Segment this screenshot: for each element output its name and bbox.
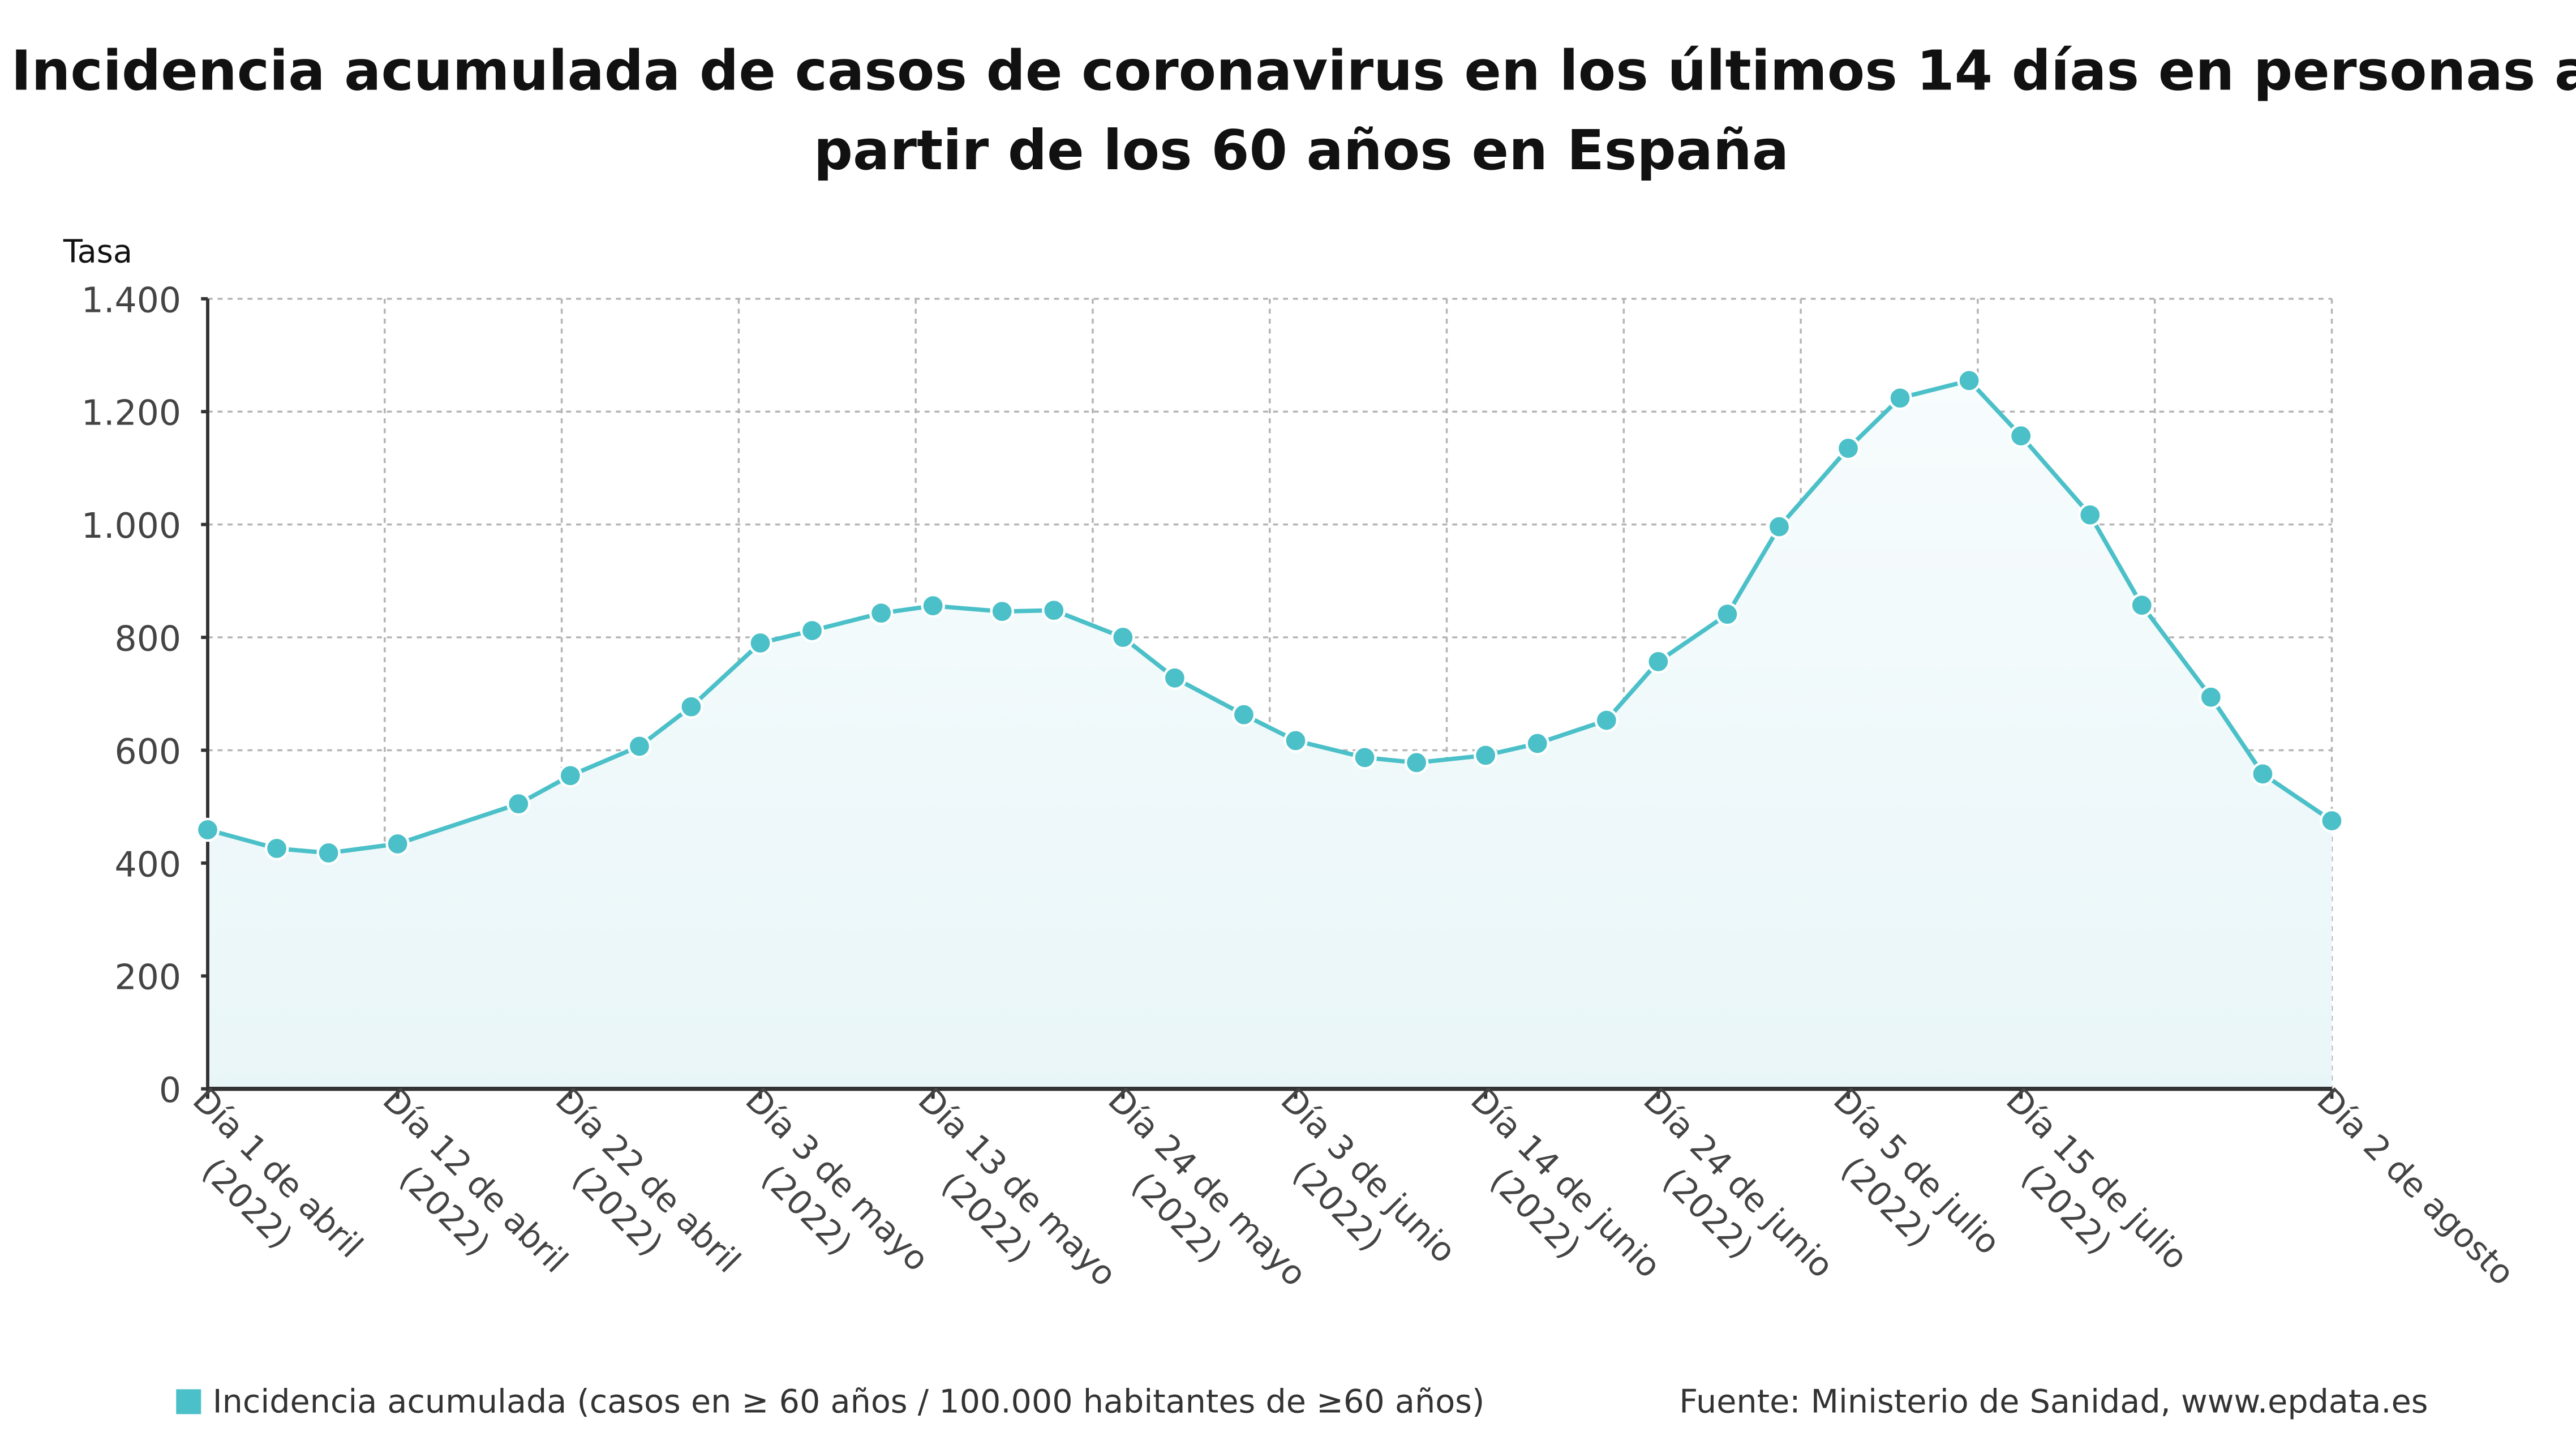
- data-point: [2199, 685, 2223, 709]
- y-axis-label: Tasa: [63, 233, 132, 270]
- data-point: [1473, 743, 1498, 768]
- legend-swatch: [176, 1389, 201, 1414]
- y-tick-label: 600: [115, 731, 182, 772]
- source-text[interactable]: Fuente: Ministerio de Sanidad, www.epdat…: [1679, 1383, 2428, 1420]
- x-tick-label: Día 22 de abril(2022): [548, 1081, 748, 1280]
- series-area: [207, 380, 2332, 1089]
- data-point: [921, 593, 945, 618]
- data-point: [990, 599, 1015, 624]
- x-tick-label: Día 12 de abril(2022): [375, 1081, 575, 1280]
- data-point: [627, 734, 652, 758]
- chart-title-line-1: Incidencia acumulada de casos de coronav…: [11, 38, 2576, 102]
- y-tick-labels: 0 200 400 600 800 1.000 1.200 1.400: [81, 280, 181, 1111]
- data-point: [1715, 602, 1740, 627]
- y-tick-label: 1.400: [81, 280, 181, 320]
- data-point: [2008, 423, 2033, 448]
- x-tick-label: Día 14 de junio(2022): [1463, 1081, 1668, 1285]
- data-point: [2130, 593, 2154, 618]
- data-point: [1646, 649, 1671, 674]
- x-tick-label: Día 1 de abril(2022): [186, 1081, 370, 1265]
- data-point: [1836, 436, 1861, 461]
- data-point: [2251, 762, 2275, 786]
- data-point: [2320, 808, 2344, 833]
- y-tick-label: 0: [159, 1070, 181, 1111]
- data-point: [316, 841, 341, 865]
- y-tick-label: 1.200: [81, 393, 181, 434]
- data-point: [195, 817, 220, 842]
- data-point: [2078, 503, 2102, 527]
- y-tick-label: 1.000: [81, 505, 181, 546]
- data-point: [1767, 515, 1792, 539]
- data-point: [264, 836, 289, 861]
- x-tick-label: Día 2 de agosto: [2309, 1081, 2522, 1293]
- legend[interactable]: Incidencia acumulada (casos en ≥ 60 años…: [176, 1383, 1484, 1420]
- data-point: [1283, 728, 1308, 753]
- data-point: [385, 831, 410, 856]
- x-tick-label: Día 24 de mayo(2022): [1101, 1081, 1314, 1294]
- data-point: [1231, 702, 1256, 727]
- data-point: [1353, 745, 1377, 770]
- data-point: [1111, 625, 1135, 650]
- data-point: [1525, 731, 1550, 756]
- series-points: [195, 368, 2344, 865]
- y-tick-label: 200: [115, 957, 182, 998]
- data-point: [1042, 598, 1066, 623]
- data-point: [1888, 386, 1912, 410]
- axes: [201, 297, 2334, 1099]
- data-point: [558, 764, 583, 788]
- data-point: [800, 618, 825, 643]
- x-tick-label-line: Día 2 de agosto: [2309, 1081, 2522, 1293]
- data-point: [679, 695, 703, 719]
- x-tick-label: Día 15 de julio(2022): [1999, 1081, 2195, 1277]
- data-point: [1404, 751, 1429, 775]
- data-point: [1594, 708, 1619, 732]
- data-point: [869, 601, 894, 625]
- y-tick-label: 800: [115, 619, 182, 659]
- y-tick-label: 400: [115, 844, 182, 885]
- data-point: [506, 791, 531, 816]
- chart-title-line-2: partir de los 60 años en España: [814, 118, 1789, 182]
- legend-label: Incidencia acumulada (casos en ≥ 60 años…: [213, 1383, 1485, 1420]
- data-point: [1162, 666, 1187, 691]
- data-point: [1957, 368, 1981, 393]
- data-point: [748, 631, 772, 655]
- x-tick-label: Día 13 de mayo(2022): [911, 1081, 1124, 1294]
- x-tick-label: Día 3 de mayo(2022): [738, 1081, 936, 1279]
- x-tick-labels: Día 1 de abril(2022) Día 12 de abril(2022…: [186, 1081, 2522, 1294]
